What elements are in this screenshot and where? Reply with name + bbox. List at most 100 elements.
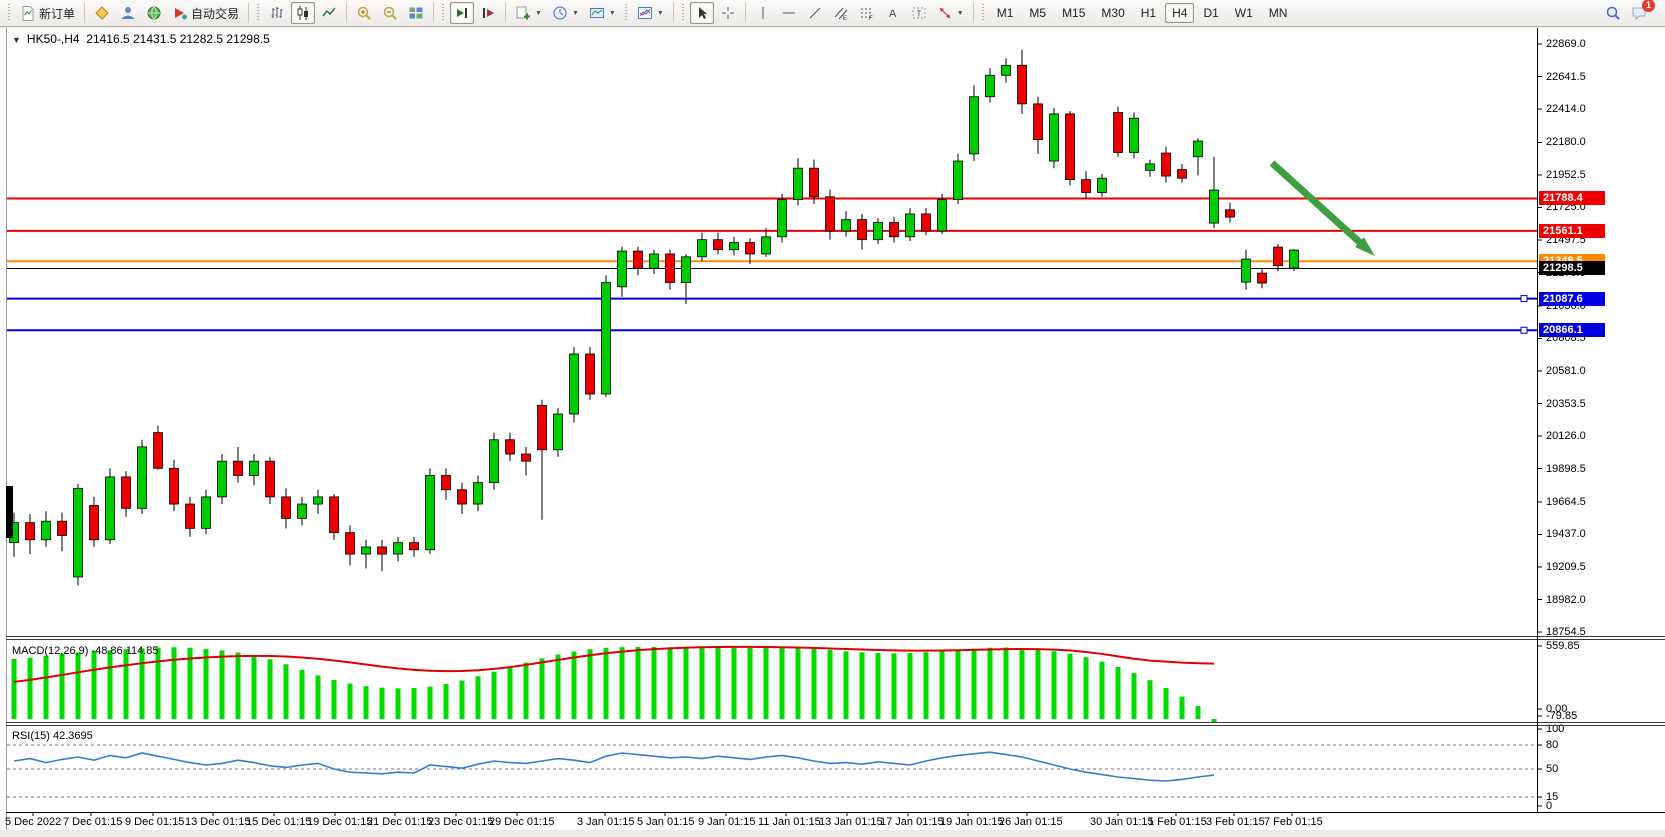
market-watch-button[interactable]: [90, 2, 114, 24]
line-handle[interactable]: [1520, 295, 1528, 303]
candle-body: [297, 503, 307, 519]
candle-body: [1097, 177, 1107, 193]
timeframe-m1[interactable]: M1: [996, 6, 1014, 20]
timeframe-h4[interactable]: H4: [1165, 3, 1195, 23]
auto-scroll-button[interactable]: [450, 2, 475, 24]
new-chart-icon: [515, 5, 531, 21]
candle-body: [1241, 258, 1251, 283]
template-icon: [589, 5, 605, 21]
candle-body: [1145, 163, 1155, 171]
line-chart-icon: [321, 5, 337, 21]
template-button[interactable]: ▼: [585, 2, 620, 24]
candle-body: [889, 222, 899, 238]
chart-title: ▼ HK50-,H4 21416.5 21431.5 21282.5 21298.…: [12, 32, 270, 46]
candle-body: [1225, 209, 1235, 218]
zoom-in-button[interactable]: [352, 2, 376, 24]
timeframe-m30[interactable]: M30: [1101, 6, 1125, 20]
text-button[interactable]: A: [881, 2, 905, 24]
candle-body: [969, 96, 979, 155]
text-label-icon: T: [911, 5, 927, 21]
svg-text:T: T: [916, 10, 921, 19]
trend-arrow-head[interactable]: [1355, 237, 1375, 257]
candle-body: [1081, 179, 1091, 193]
candle-body: [713, 239, 723, 251]
candle-body: [985, 74, 995, 98]
clock-icon: [552, 5, 568, 21]
pane-separator[interactable]: [6, 722, 1665, 723]
line-handle[interactable]: [1520, 326, 1528, 334]
candle-body: [441, 475, 451, 491]
trendline-icon: [807, 5, 823, 21]
zoom-out-button[interactable]: [378, 2, 402, 24]
candle-body: [905, 213, 915, 238]
text-label-button[interactable]: T: [907, 2, 931, 24]
candle-body: [345, 532, 355, 555]
trendline-button[interactable]: [803, 2, 827, 24]
candle-body: [409, 542, 419, 551]
candle-body: [249, 460, 259, 476]
candle-body: [601, 282, 611, 395]
candle-body: [473, 482, 483, 505]
horizontal-line-button[interactable]: [777, 2, 801, 24]
pane-separator[interactable]: [6, 725, 1665, 726]
candle-body: [137, 446, 147, 509]
candle-body: [489, 439, 499, 484]
bar-chart-button[interactable]: [265, 2, 289, 24]
new-order-button[interactable]: 新订单: [16, 2, 79, 24]
timeframe-group: M1 M5 M15 M30 H1 H4 D1 W1 MN: [989, 3, 1296, 23]
candle-body: [233, 460, 243, 476]
chart-shift-button[interactable]: [476, 2, 500, 24]
tile-windows-button[interactable]: [404, 2, 428, 24]
collapse-panel-icon[interactable]: ▼: [12, 35, 21, 45]
candle-body: [1065, 113, 1075, 181]
candle-body: [873, 222, 883, 241]
search-icon: [1605, 5, 1621, 21]
pane-separator[interactable]: [6, 636, 1665, 637]
cursor-icon: [694, 5, 710, 21]
timeframe-h1[interactable]: H1: [1140, 6, 1157, 20]
arrows-button[interactable]: ▼: [933, 2, 968, 24]
line-chart-button[interactable]: [317, 2, 341, 24]
search-button[interactable]: [1601, 2, 1625, 24]
timeframe-m5[interactable]: M5: [1029, 6, 1047, 20]
candle-body: [553, 413, 563, 451]
timeframe-d1[interactable]: D1: [1203, 6, 1219, 20]
caret-down-icon: ▼: [535, 9, 542, 17]
price-axis-line: [1537, 28, 1538, 813]
notifications-button[interactable]: 1: [1627, 0, 1655, 24]
timeframe-m15[interactable]: M15: [1062, 6, 1086, 20]
horizontal-line-icon: [781, 5, 797, 21]
new-chart-button[interactable]: ▼: [511, 2, 546, 24]
candle-body: [1177, 169, 1187, 179]
candle-body: [1129, 117, 1139, 153]
candle-body: [265, 460, 275, 498]
vertical-line-button[interactable]: [751, 2, 775, 24]
candle-body: [457, 489, 467, 505]
profiles-button[interactable]: ▼: [548, 2, 583, 24]
data-window-button[interactable]: [116, 2, 140, 24]
candle-body: [393, 542, 403, 555]
caret-down-icon: ▼: [571, 9, 579, 17]
crosshair-button[interactable]: [716, 2, 740, 24]
trend-arrow[interactable]: [1269, 160, 1369, 251]
timeframe-w1[interactable]: W1: [1234, 6, 1253, 20]
candlestick-chart-button[interactable]: [291, 2, 316, 24]
toolbar-grip[interactable]: [7, 4, 12, 22]
navigator-icon: [146, 5, 162, 21]
cursor-button[interactable]: [689, 2, 714, 24]
candle-body: [665, 253, 675, 283]
candle-body: [953, 160, 963, 201]
candle-body: [41, 520, 51, 541]
indicators-button[interactable]: ▼: [633, 2, 668, 24]
candle-body: [201, 496, 211, 529]
fibonacci-button[interactable]: F: [855, 2, 879, 24]
ohlc-values: 21416.5 21431.5 21282.5 21298.5: [86, 32, 270, 46]
timeframe-mn[interactable]: MN: [1268, 6, 1288, 20]
auto-trading-button[interactable]: 自动交易: [168, 2, 243, 24]
navigator-button[interactable]: [142, 2, 166, 24]
channel-button[interactable]: E: [829, 2, 853, 24]
candle-body: [1001, 64, 1011, 76]
pane-separator[interactable]: [6, 639, 1665, 640]
zoom-in-icon: [356, 5, 372, 21]
candle-body: [841, 219, 851, 232]
